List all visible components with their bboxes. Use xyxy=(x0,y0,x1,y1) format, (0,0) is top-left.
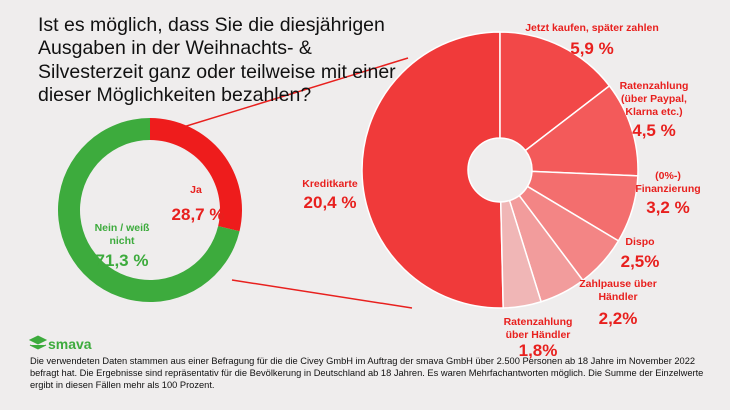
donut-segment xyxy=(524,84,639,177)
value-label: 1,8% xyxy=(518,341,558,360)
footnote: Die verwendeten Daten stammen aus einer … xyxy=(30,356,704,391)
connector xyxy=(179,57,409,129)
segment-label: Ratenzahlung (über Paypal, Klarna etc.) xyxy=(619,80,689,119)
value-label: 2,2% xyxy=(598,309,638,328)
segment-label: (0%-) Finanzierung xyxy=(635,170,701,196)
segment-label: Kreditkarte xyxy=(302,178,358,190)
brand-logo xyxy=(28,335,48,350)
segment-label: Ratenzahlung über Händler xyxy=(503,316,573,342)
donut-segment xyxy=(499,31,611,152)
segment-label: Jetzt kaufen, später zahlen xyxy=(525,22,659,34)
segment-label: Nein / weiß nicht xyxy=(94,222,150,248)
value-label: 20,4 % xyxy=(303,193,357,212)
value-label: 5,9 % xyxy=(570,39,614,58)
value-label: 3,2 % xyxy=(646,198,690,217)
value-label: 28,7 % xyxy=(171,205,225,224)
value-label: 2,5% xyxy=(620,252,660,271)
segment-label: Dispo xyxy=(625,236,655,248)
value-label: 71,3 % xyxy=(95,251,149,270)
brand: smava xyxy=(48,336,92,352)
donut-segment xyxy=(499,199,543,309)
segment-label: Ja xyxy=(190,184,202,196)
donut-segment xyxy=(361,31,504,309)
value-label: 4,5 % xyxy=(632,121,676,140)
segment-label: Zahlpause über Händler xyxy=(579,278,657,304)
chart-title: Ist es möglich, dass Sie die diesjährige… xyxy=(38,14,396,107)
connector xyxy=(231,279,413,309)
donut-segment xyxy=(150,118,243,232)
